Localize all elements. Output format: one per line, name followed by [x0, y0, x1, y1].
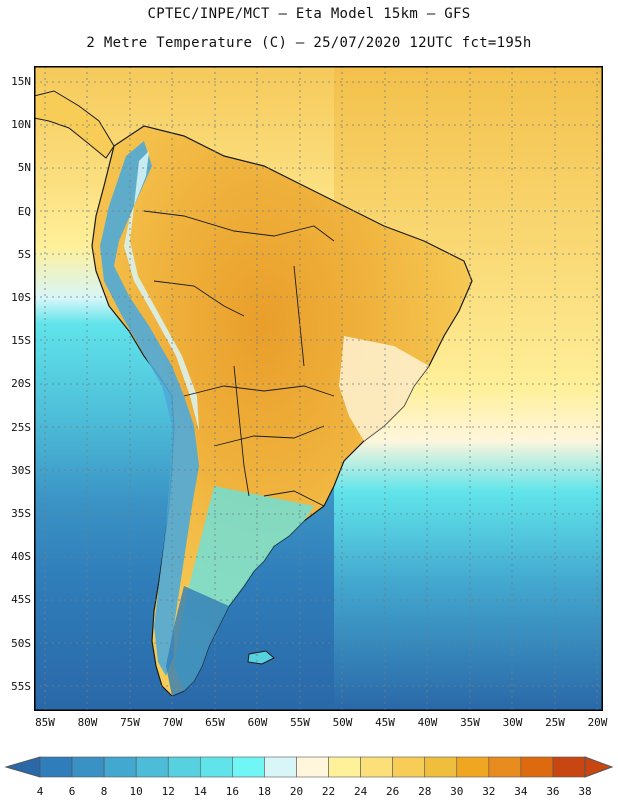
andes-cold-region: [100, 141, 199, 676]
colorbar-swatch: [264, 756, 297, 778]
colorbar-label: 14: [193, 785, 207, 798]
lat-label: 20S: [11, 377, 31, 391]
map-subtitle: 2 Metre Temperature (C) – 25/07/2020 12U…: [86, 35, 532, 51]
colorbar-swatch: [520, 756, 554, 778]
colorbar-swatch: [167, 756, 201, 778]
colorbar-swatch: [360, 756, 393, 778]
colorbar-swatch: [392, 756, 426, 778]
lon-label: 50W: [332, 716, 353, 729]
colorbar-label: 38: [578, 785, 592, 798]
lat-label: 15S: [11, 334, 31, 348]
falkland-islands: [247, 650, 275, 665]
colorbar-label: 30: [450, 785, 464, 798]
lon-label: 30W: [502, 716, 523, 729]
colorbar-label: 24: [353, 785, 368, 798]
colorbar-label: 12: [161, 785, 175, 798]
map-canvas: [34, 66, 603, 711]
lon-label: 65W: [205, 716, 225, 729]
colorbar-label: 20: [289, 785, 304, 798]
lon-label: 60W: [247, 716, 268, 729]
patagonia-cold: [166, 586, 229, 696]
lat-label: 5S: [17, 247, 31, 261]
colorbar-label: 26: [386, 785, 400, 798]
graticule: [34, 66, 603, 711]
lon-label: 25W: [545, 716, 565, 729]
southeast-brazil-mild: [339, 336, 429, 441]
colorbar-swatch: [488, 756, 522, 778]
lat-label: 30S: [11, 463, 31, 477]
colorbar-swatch: [135, 756, 169, 778]
colorbar-swatch: [39, 756, 73, 778]
lat-label: 35S: [11, 507, 31, 520]
country-borders: [143, 210, 335, 507]
colorbar-label: 22: [321, 785, 336, 798]
colorbar-label: 34: [514, 785, 528, 798]
lat-label: EQ: [17, 204, 31, 218]
colorbar-label: 4: [36, 785, 44, 798]
colorbar-swatch: [552, 756, 586, 778]
colorbar-label: 8: [100, 785, 108, 798]
lat-label: 45S: [11, 593, 31, 607]
colorbar-label: 10: [129, 785, 143, 798]
lat-label: 25S: [11, 420, 31, 434]
colorbar-label: 18: [257, 785, 272, 798]
lat-label: 5N: [17, 161, 31, 175]
lon-label: 40W: [417, 716, 438, 729]
colorbar-label: 16: [225, 785, 239, 798]
lon-label: 55W: [290, 716, 310, 729]
colorbar-label: 28: [418, 785, 432, 798]
colorbar-label: 6: [68, 785, 76, 798]
colorbar-label: 36: [546, 785, 560, 798]
colorbar-swatch: [456, 756, 490, 778]
lat-label: 55S: [11, 679, 31, 693]
map-title: CPTEC/INPE/MCT – Eta Model 15km – GFS: [147, 6, 471, 22]
lat-label: 10N: [11, 118, 31, 132]
colorbar-swatch: [328, 756, 361, 778]
colorbar-label: 32: [482, 785, 496, 798]
temperature-map: [34, 66, 603, 711]
lon-label: 85W: [35, 716, 55, 729]
lat-label: 40S: [11, 550, 31, 564]
colorbar: [4, 756, 614, 778]
lon-label: 20W: [587, 716, 608, 729]
colorbar-swatch: [103, 756, 137, 778]
colorbar-swatch: [199, 756, 233, 778]
lat-label: 10S: [11, 291, 31, 304]
colorbar-swatch: [296, 756, 329, 778]
andes-light-edge: [124, 151, 199, 431]
colorbar-swatch: [71, 756, 105, 778]
lon-label: 45W: [375, 716, 395, 729]
lon-label: 35W: [460, 716, 480, 729]
colorbar-arrow-low: [4, 756, 41, 778]
central-america-land: [34, 90, 115, 159]
lon-label: 80W: [77, 716, 98, 729]
lon-label: 75W: [120, 716, 140, 729]
colorbar-arrow-high: [584, 756, 614, 778]
lat-label: 15N: [11, 75, 31, 88]
colorbar-swatch: [232, 756, 265, 778]
lat-label: 50S: [11, 636, 31, 650]
colorbar-swatch: [424, 756, 458, 778]
map-frame: [34, 66, 603, 711]
lon-label: 70W: [162, 716, 183, 729]
